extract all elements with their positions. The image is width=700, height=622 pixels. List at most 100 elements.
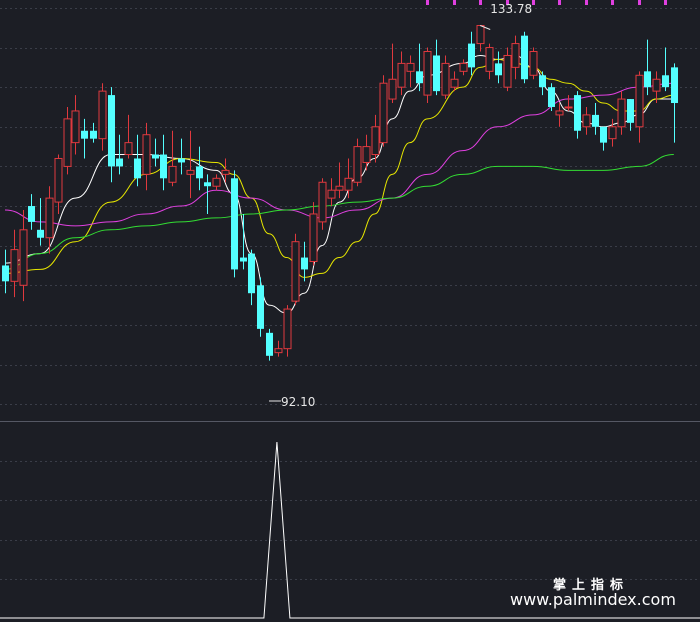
candle-body [283, 308, 292, 350]
signal-marker [479, 0, 482, 5]
candle [495, 51, 502, 84]
candle-body [548, 87, 555, 107]
candle-body [335, 185, 344, 191]
candle-body [212, 177, 221, 187]
candle-body [397, 62, 406, 88]
candle [548, 83, 555, 111]
candle-body [28, 206, 35, 222]
sub-grid [0, 461, 700, 580]
candle [564, 95, 573, 111]
candle [231, 170, 238, 278]
signal-marker [532, 0, 535, 5]
candle-body [468, 43, 475, 68]
signal-marker [506, 0, 509, 5]
candle-body [231, 178, 238, 270]
candle [574, 91, 581, 139]
candle-body [529, 51, 538, 76]
candle [318, 178, 327, 230]
candle [511, 35, 520, 80]
candle [71, 95, 80, 155]
candle [327, 178, 336, 207]
candle [441, 55, 450, 100]
candle-body [221, 169, 230, 175]
candle [539, 71, 546, 96]
candle [423, 47, 432, 104]
candle [635, 71, 644, 143]
signal-line [0, 441, 700, 619]
ma-line-ma60 [4, 154, 674, 270]
candle [608, 118, 617, 147]
high-label: 133.78 [490, 2, 532, 16]
candle [671, 63, 678, 143]
signal-panel [0, 441, 700, 619]
candle-body [652, 78, 661, 92]
candle [28, 194, 35, 230]
candle-body [371, 126, 380, 156]
candle [416, 43, 423, 92]
candle [160, 134, 167, 191]
signal-marker [638, 0, 641, 5]
candle [196, 146, 203, 191]
candle [81, 118, 88, 159]
candle-body [644, 71, 651, 88]
candle-body [142, 134, 151, 175]
candle [248, 249, 255, 306]
candle [10, 229, 19, 298]
candle-body [353, 146, 362, 183]
candle [353, 138, 362, 187]
top-markers [426, 0, 667, 5]
candle [54, 154, 63, 214]
candle [168, 130, 177, 187]
candle-body [257, 285, 264, 329]
candle [617, 91, 626, 135]
candle-body [539, 75, 546, 88]
candle-body [240, 257, 247, 262]
candle-body [19, 229, 28, 286]
candle [212, 174, 221, 191]
candle-body [582, 114, 591, 128]
candle-body [459, 62, 468, 72]
candle [433, 39, 440, 96]
signal-marker [585, 0, 588, 5]
candle [503, 47, 512, 92]
candle-body [186, 169, 195, 175]
candle [652, 71, 661, 104]
signal-marker [426, 0, 429, 5]
candle-body [124, 142, 133, 156]
candle-body [301, 257, 308, 270]
candle-body [37, 229, 44, 238]
candle-body [71, 110, 80, 144]
low-annotation: 92.10 [269, 395, 315, 409]
candle [388, 43, 397, 104]
candle-body [362, 146, 371, 163]
candle [406, 55, 415, 88]
candle-body [108, 95, 115, 167]
candle [266, 328, 273, 361]
candle [309, 202, 318, 266]
candle [98, 83, 107, 151]
candle [37, 198, 44, 246]
candle [459, 59, 468, 76]
candle-body [379, 82, 388, 144]
high-arrow [480, 25, 491, 30]
watermark-title: 掌上指标 [553, 577, 629, 593]
candle-body [608, 126, 617, 140]
ma-line-ma20 [4, 82, 674, 227]
candle-body [178, 158, 185, 163]
candle-body [134, 158, 141, 179]
signal-marker [453, 0, 456, 5]
candle-body [433, 55, 440, 92]
candle-body [63, 118, 72, 167]
candle-body [495, 63, 502, 76]
candle-body [291, 241, 300, 302]
candle-body [45, 197, 54, 239]
candle [19, 210, 28, 302]
candle-body [274, 348, 283, 354]
candle-body [327, 189, 336, 199]
candle [124, 114, 133, 159]
candle [662, 47, 669, 92]
candle-body [168, 165, 177, 183]
candle-body [2, 265, 9, 282]
candle-body [10, 249, 19, 282]
candle [468, 31, 475, 76]
